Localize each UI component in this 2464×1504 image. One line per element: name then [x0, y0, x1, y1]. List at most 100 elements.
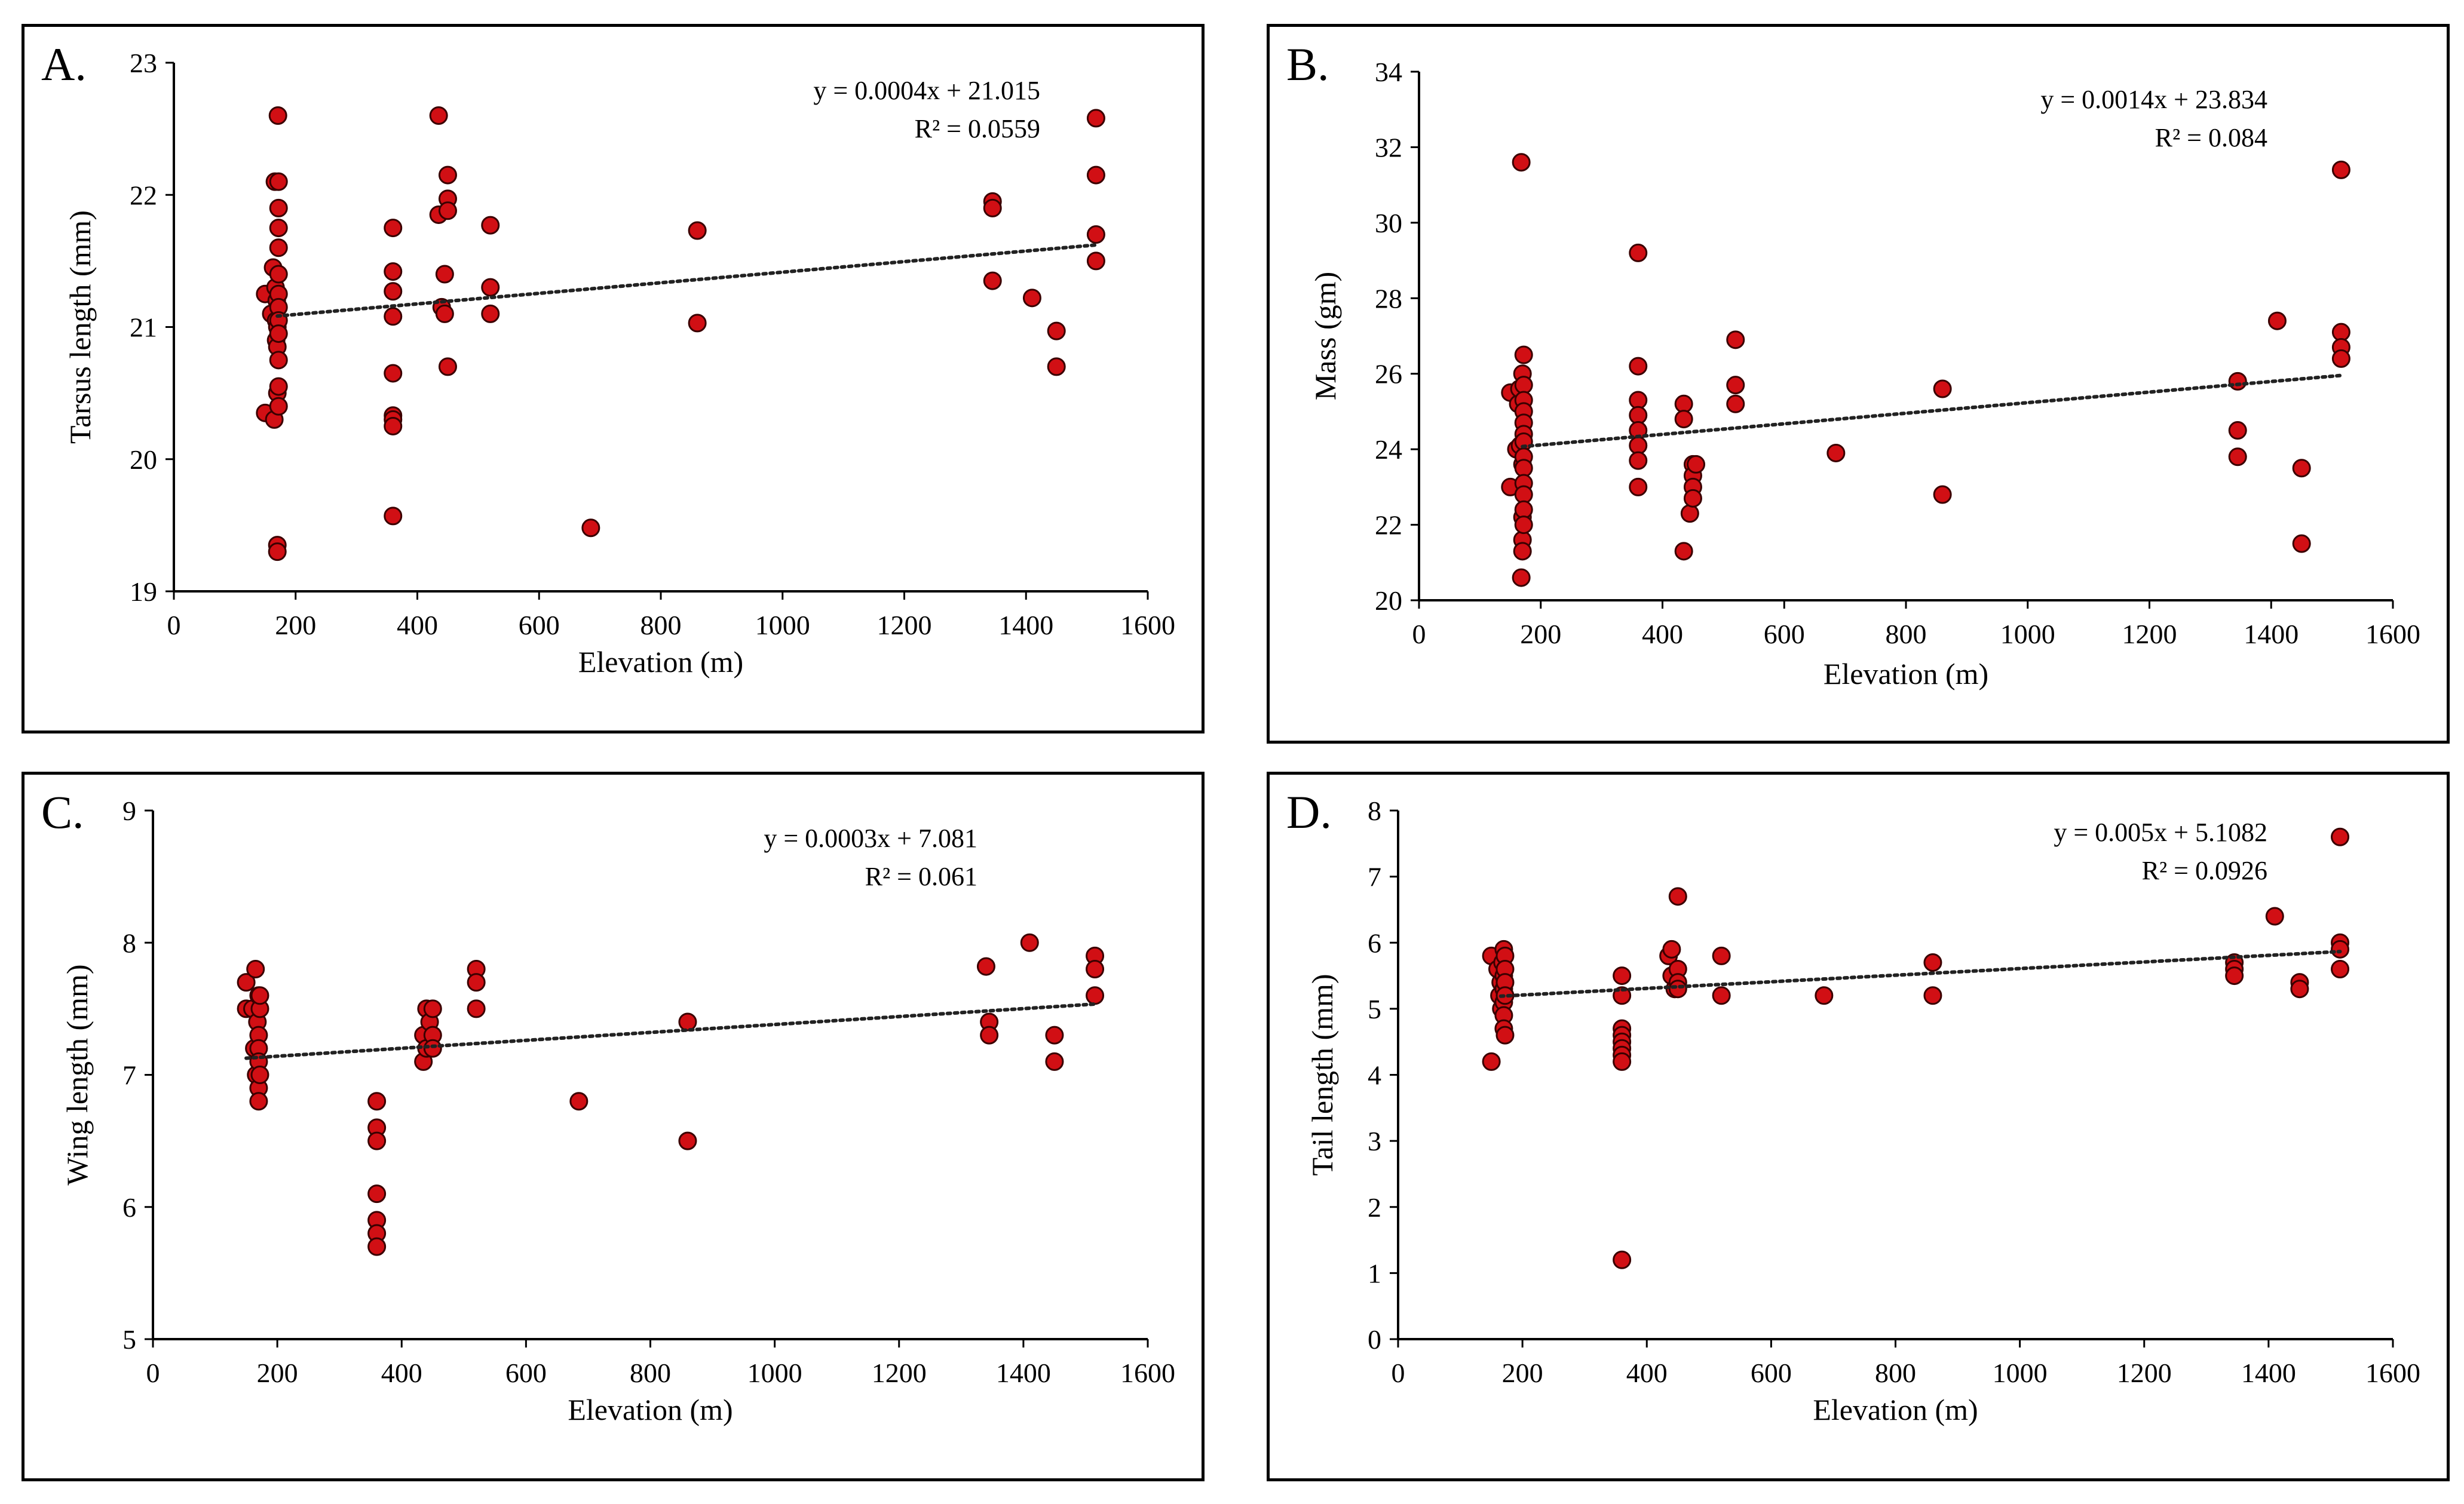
data-point: [269, 265, 288, 284]
y-tick-label: 7: [122, 1060, 136, 1091]
data-point: [367, 1131, 387, 1150]
data-point: [429, 106, 448, 125]
x-tick-label: 800: [1875, 1358, 1916, 1388]
x-axis-title: Elevation (m): [568, 1393, 733, 1426]
data-point: [1086, 165, 1105, 185]
data-point: [1613, 1250, 1632, 1269]
data-point: [1674, 410, 1693, 429]
equation-text-c: y = 0.0003x + 7.081: [764, 824, 977, 853]
data-point: [1712, 986, 1731, 1005]
data-point: [1815, 986, 1834, 1005]
data-point: [467, 999, 486, 1018]
scatter-plot-b: 0 200 400 600 800 1000 1200 1400 1600 20 22 24 26 28 3…: [1308, 57, 2420, 690]
data-point: [384, 507, 403, 526]
x-tick-label: 600: [505, 1358, 547, 1388]
x-axis-title: Elevation (m): [1813, 1393, 1978, 1426]
equation-text-d: y = 0.005x + 5.1082: [2054, 818, 2267, 847]
data-point: [1086, 986, 1105, 1005]
y-tick-label: 9: [122, 796, 136, 826]
y-tick-label: 22: [1375, 510, 1402, 541]
x-tick-label: 800: [1886, 619, 1927, 649]
y-tick-label: 7: [1368, 862, 1381, 892]
data-point: [1712, 946, 1731, 965]
data-point: [1683, 489, 1702, 508]
y-axis-title: Mass (gm): [1308, 272, 1342, 400]
data-point: [1629, 477, 1648, 496]
data-point: [435, 265, 454, 284]
data-point: [688, 221, 707, 240]
x-tick-label: 200: [275, 610, 316, 640]
y-tick-label: 34: [1375, 57, 1402, 87]
y-tick-label: 19: [130, 576, 157, 607]
data-point: [237, 973, 256, 992]
data-point: [678, 1131, 697, 1150]
data-point: [438, 165, 457, 185]
data-point: [269, 324, 288, 343]
data-point: [1726, 394, 1745, 413]
y-tick-label: 4: [1368, 1060, 1381, 1091]
x-tick-label: 600: [1751, 1358, 1792, 1388]
x-tick-label: 0: [167, 610, 181, 640]
y-tick-label: 23: [130, 48, 157, 78]
x-tick-label: 1000: [747, 1358, 802, 1388]
data-point: [269, 238, 288, 257]
data-point: [384, 307, 403, 326]
x-tick-label: 200: [1502, 1358, 1543, 1388]
data-point: [983, 198, 1002, 217]
x-axis-title: Elevation (m): [578, 645, 743, 679]
data-point: [1086, 960, 1105, 978]
x-tick-label: 1400: [996, 1358, 1051, 1388]
panel-label-c: C.: [41, 786, 84, 838]
regression-equation-d: y = 0.005x + 5.1082 R² = 0.0926: [2054, 814, 2267, 890]
data-point: [269, 219, 288, 238]
data-point: [2228, 372, 2247, 391]
data-point: [269, 397, 288, 416]
y-tick-label: 26: [1375, 359, 1402, 389]
trend-line: [275, 243, 1098, 318]
data-point: [269, 172, 288, 191]
data-point: [2331, 827, 2350, 846]
data-point: [2290, 980, 2309, 999]
data-point: [384, 262, 403, 281]
data-point: [1687, 455, 1706, 474]
data-point: [1933, 485, 1952, 504]
chart-panel-d: 0 200 400 600 800 1000 1200 1400 1600 0 1 2 3 4 5 6 7 8 El…: [1267, 772, 2450, 1481]
x-tick-label: 1200: [2117, 1358, 2172, 1388]
data-point: [1512, 568, 1531, 587]
chart-panel-c: 0 200 400 600 800 1000 1200 1400 1600 5 6 7 8 9 Elevat…: [22, 772, 1205, 1481]
y-tick-label: 30: [1375, 208, 1402, 238]
data-point: [481, 216, 500, 235]
x-tick-label: 1000: [755, 610, 810, 640]
panel-label-d: D.: [1286, 786, 1332, 838]
data-point: [1613, 1052, 1632, 1071]
trend-line: [1498, 950, 2342, 998]
y-tick-label: 20: [130, 444, 157, 475]
y-axis-title: Tail length (mm): [1305, 974, 1339, 1175]
x-tick-label: 0: [1412, 619, 1426, 649]
x-tick-label: 1000: [1993, 1358, 2048, 1388]
data-point: [384, 364, 403, 383]
panel-label-b: B.: [1286, 38, 1329, 90]
y-tick-label: 28: [1375, 283, 1402, 314]
data-point: [467, 973, 486, 992]
data-point: [481, 278, 500, 297]
data-point: [2292, 459, 2311, 478]
data-point: [435, 304, 454, 323]
data-point: [1629, 243, 1648, 262]
data-point: [1514, 345, 1533, 364]
data-point: [2225, 966, 2244, 986]
y-tick-label: 32: [1375, 132, 1402, 162]
y-axis-title: Wing length (mm): [60, 964, 94, 1185]
data-point: [1513, 542, 1532, 561]
data-point: [569, 1092, 589, 1111]
data-point: [976, 957, 995, 976]
x-tick-label: 200: [1520, 619, 1561, 649]
data-point: [1726, 376, 1745, 395]
data-point: [269, 377, 288, 396]
x-tick-label: 200: [257, 1358, 298, 1388]
data-point: [980, 1026, 999, 1045]
x-tick-label: 400: [397, 610, 438, 640]
x-axis-title: Elevation (m): [1824, 657, 1988, 690]
r-squared-text-b: R² = 0.084: [2155, 123, 2267, 152]
data-point: [2331, 160, 2350, 179]
